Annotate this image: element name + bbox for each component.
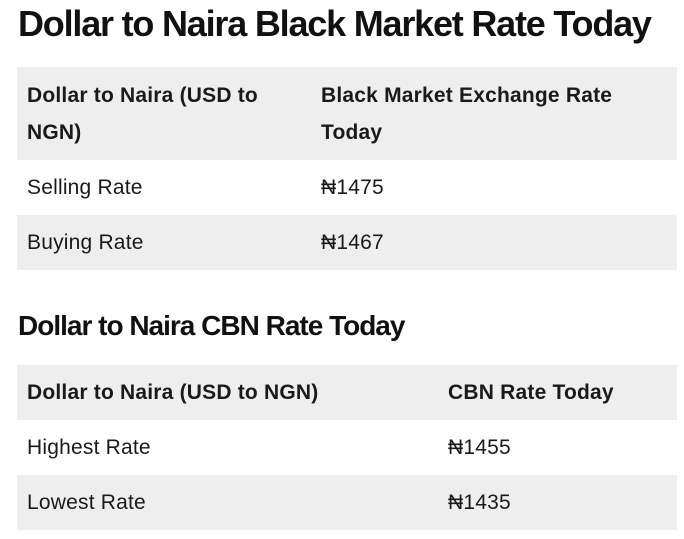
table-row-selling: Selling Rate ₦1475 — [17, 160, 677, 215]
column-header-pair: Dollar to Naira (USD to NGN) — [27, 83, 258, 144]
table-row-highest: Highest Rate ₦1455 — [17, 420, 677, 475]
row-label: Selling Rate — [27, 175, 143, 199]
row-label: Lowest Rate — [27, 490, 146, 514]
section-title-cbn: Dollar to Naira CBN Rate Today — [18, 310, 405, 341]
cbn-rate-table: Dollar to Naira (USD to NGN) CBN Rate To… — [17, 365, 677, 530]
table-row-buying: Buying Rate ₦1467 — [17, 215, 677, 270]
table-row-lowest: Lowest Rate ₦1435 — [17, 475, 677, 530]
row-label: Highest Rate — [27, 435, 151, 459]
column-header-rate: CBN Rate Today — [448, 381, 614, 404]
row-value: ₦1475 — [321, 175, 384, 199]
table-header-row: Dollar to Naira (USD to NGN) Black Marke… — [17, 67, 677, 160]
column-header-rate: Black Market Exchange Rate Today — [321, 83, 613, 144]
table-header-row: Dollar to Naira (USD to NGN) CBN Rate To… — [17, 365, 677, 420]
column-header-pair: Dollar to Naira (USD to NGN) — [27, 381, 319, 404]
row-value: ₦1455 — [448, 435, 511, 459]
row-value: ₦1435 — [448, 490, 511, 514]
row-value: ₦1467 — [321, 230, 384, 254]
row-label: Buying Rate — [27, 230, 144, 254]
black-market-rate-table: Dollar to Naira (USD to NGN) Black Marke… — [17, 67, 677, 270]
page-title: Dollar to Naira Black Market Rate Today — [18, 3, 652, 44]
